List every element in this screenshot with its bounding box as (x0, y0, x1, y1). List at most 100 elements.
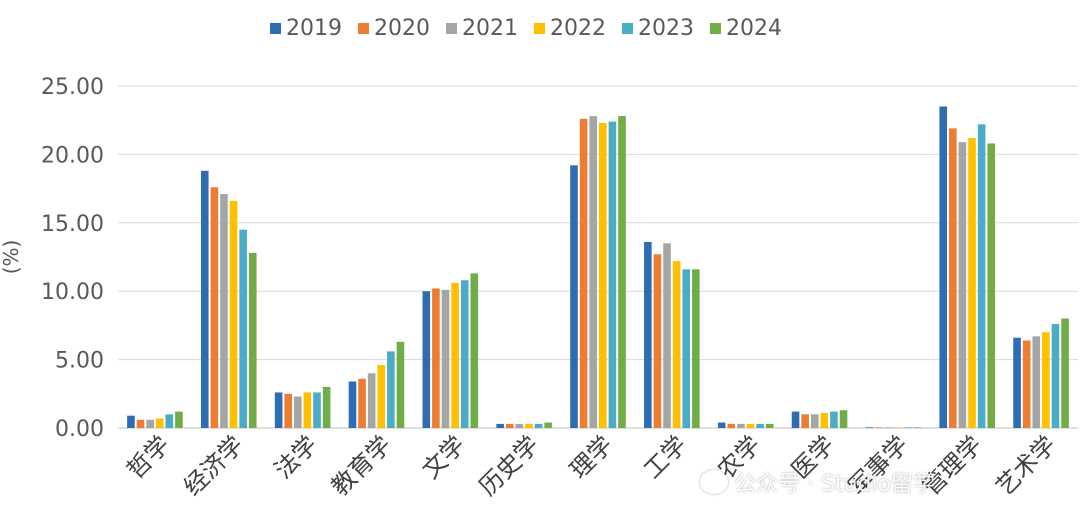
bar-2019-法学 (274, 392, 283, 428)
bar-2019-工学 (644, 241, 652, 428)
bar-2022-管理学 (968, 137, 976, 428)
bar-2023-军事学 (903, 427, 912, 428)
bar-2019-哲学 (127, 415, 135, 428)
bar-2022-经济学 (229, 200, 238, 428)
bar-2020-哲学 (136, 419, 145, 428)
bar-2024-法学 (322, 386, 331, 428)
legend-label: 2022 (550, 16, 606, 41)
bar-2021-工学 (663, 243, 671, 428)
bar-2019-经济学 (200, 170, 209, 429)
x-tick-label: 法学 (269, 430, 323, 484)
x-tick-label: 哲学 (121, 430, 175, 484)
bar-2023-法学 (313, 392, 321, 428)
x-tick-label: 经济学 (178, 430, 249, 501)
bar-2023-文学 (460, 280, 469, 428)
bar-2019-农学 (717, 422, 726, 428)
bar-2024-工学 (692, 269, 700, 428)
bar-2023-工学 (682, 269, 691, 428)
bar-2021-经济学 (220, 194, 228, 428)
wechat-icon (700, 470, 728, 494)
bar-2020-医学 (801, 414, 809, 428)
bar-2019-教育学 (348, 381, 357, 428)
legend: 2019 2020 2021 2022 2023 2024 (270, 16, 782, 41)
legend-item: 2020 (358, 16, 430, 41)
x-tick-label: 教育学 (326, 430, 397, 501)
bar-2022-历史学 (525, 423, 533, 428)
bar-2024-哲学 (175, 411, 183, 428)
x-tick-label: 理学 (565, 430, 619, 484)
legend-item: 2022 (534, 16, 606, 41)
bar-2024-艺术学 (1061, 318, 1069, 428)
bar-2020-工学 (653, 254, 662, 428)
bar-2022-教育学 (377, 365, 386, 428)
bar-2023-医学 (830, 411, 838, 428)
bar-2019-历史学 (496, 423, 504, 428)
bar-2021-文学 (441, 289, 450, 428)
bar-2023-理学 (608, 121, 617, 429)
y-tick-label: 5.00 (55, 349, 104, 374)
bar-2020-军事学 (875, 427, 883, 428)
bar-2024-管理学 (987, 143, 996, 428)
bar-2022-军事学 (894, 427, 902, 428)
bar-2022-农学 (746, 423, 755, 428)
legend-item: 2021 (446, 16, 518, 41)
bar-2020-经济学 (210, 187, 219, 428)
bar-2022-艺术学 (1042, 332, 1050, 428)
bar-2021-医学 (810, 414, 819, 428)
legend-swatch (710, 23, 721, 34)
bar-2021-历史学 (515, 423, 524, 428)
bar-2024-医学 (839, 410, 848, 428)
bar-2020-文学 (432, 288, 440, 428)
bar-2024-文学 (470, 273, 479, 428)
bar-2021-理学 (589, 116, 597, 428)
y-tick-label: 0.00 (55, 417, 104, 442)
bar-2021-军事学 (884, 427, 893, 428)
bar-2020-艺术学 (1022, 340, 1031, 428)
legend-item: 2019 (270, 16, 342, 41)
bar-2024-军事学 (913, 427, 922, 428)
bar-2024-理学 (618, 116, 626, 428)
bar-2019-艺术学 (1013, 337, 1021, 428)
bar-2020-法学 (284, 393, 293, 428)
x-tick-label: 工学 (638, 430, 692, 484)
bar-2023-管理学 (977, 124, 986, 428)
legend-item: 2023 (622, 16, 694, 41)
bar-2022-文学 (451, 282, 459, 428)
bar-2020-农学 (727, 423, 736, 428)
bar-2023-艺术学 (1051, 324, 1060, 428)
bar-2021-艺术学 (1032, 336, 1041, 428)
legend-label: 2024 (726, 16, 782, 41)
bar-2019-管理学 (939, 106, 948, 429)
bar-2023-农学 (756, 423, 764, 428)
bar-2020-历史学 (505, 423, 514, 428)
grid-lines (118, 85, 1078, 429)
bar-2023-经济学 (239, 229, 247, 428)
y-tick-label: 20.00 (41, 143, 104, 168)
bar-2021-管理学 (958, 142, 967, 428)
bar-2024-历史学 (544, 422, 552, 428)
legend-swatch (358, 23, 369, 34)
bar-2022-哲学 (155, 418, 164, 428)
bar-2023-历史学 (534, 423, 543, 428)
bar-2023-教育学 (387, 351, 395, 428)
bar-2020-管理学 (949, 128, 957, 428)
legend-label: 2019 (286, 16, 342, 41)
legend-label: 2023 (638, 16, 694, 41)
y-tick-label: 15.00 (41, 212, 104, 237)
y-tick-label: 10.00 (41, 280, 104, 305)
bar-2019-文学 (422, 291, 431, 428)
legend-swatch (446, 23, 457, 34)
bar-2024-经济学 (248, 252, 257, 428)
bars (127, 106, 1069, 429)
x-tick-label: 历史学 (474, 430, 545, 501)
bar-2022-医学 (820, 412, 829, 428)
bar-2022-理学 (599, 122, 607, 428)
bar-2021-教育学 (367, 373, 376, 428)
bar-2021-法学 (294, 396, 302, 428)
x-tick-label: 文学 (417, 430, 471, 484)
legend-item: 2024 (710, 16, 782, 41)
bar-2019-医学 (791, 411, 800, 428)
legend-label: 2020 (374, 16, 430, 41)
bar-2024-农学 (765, 423, 774, 428)
